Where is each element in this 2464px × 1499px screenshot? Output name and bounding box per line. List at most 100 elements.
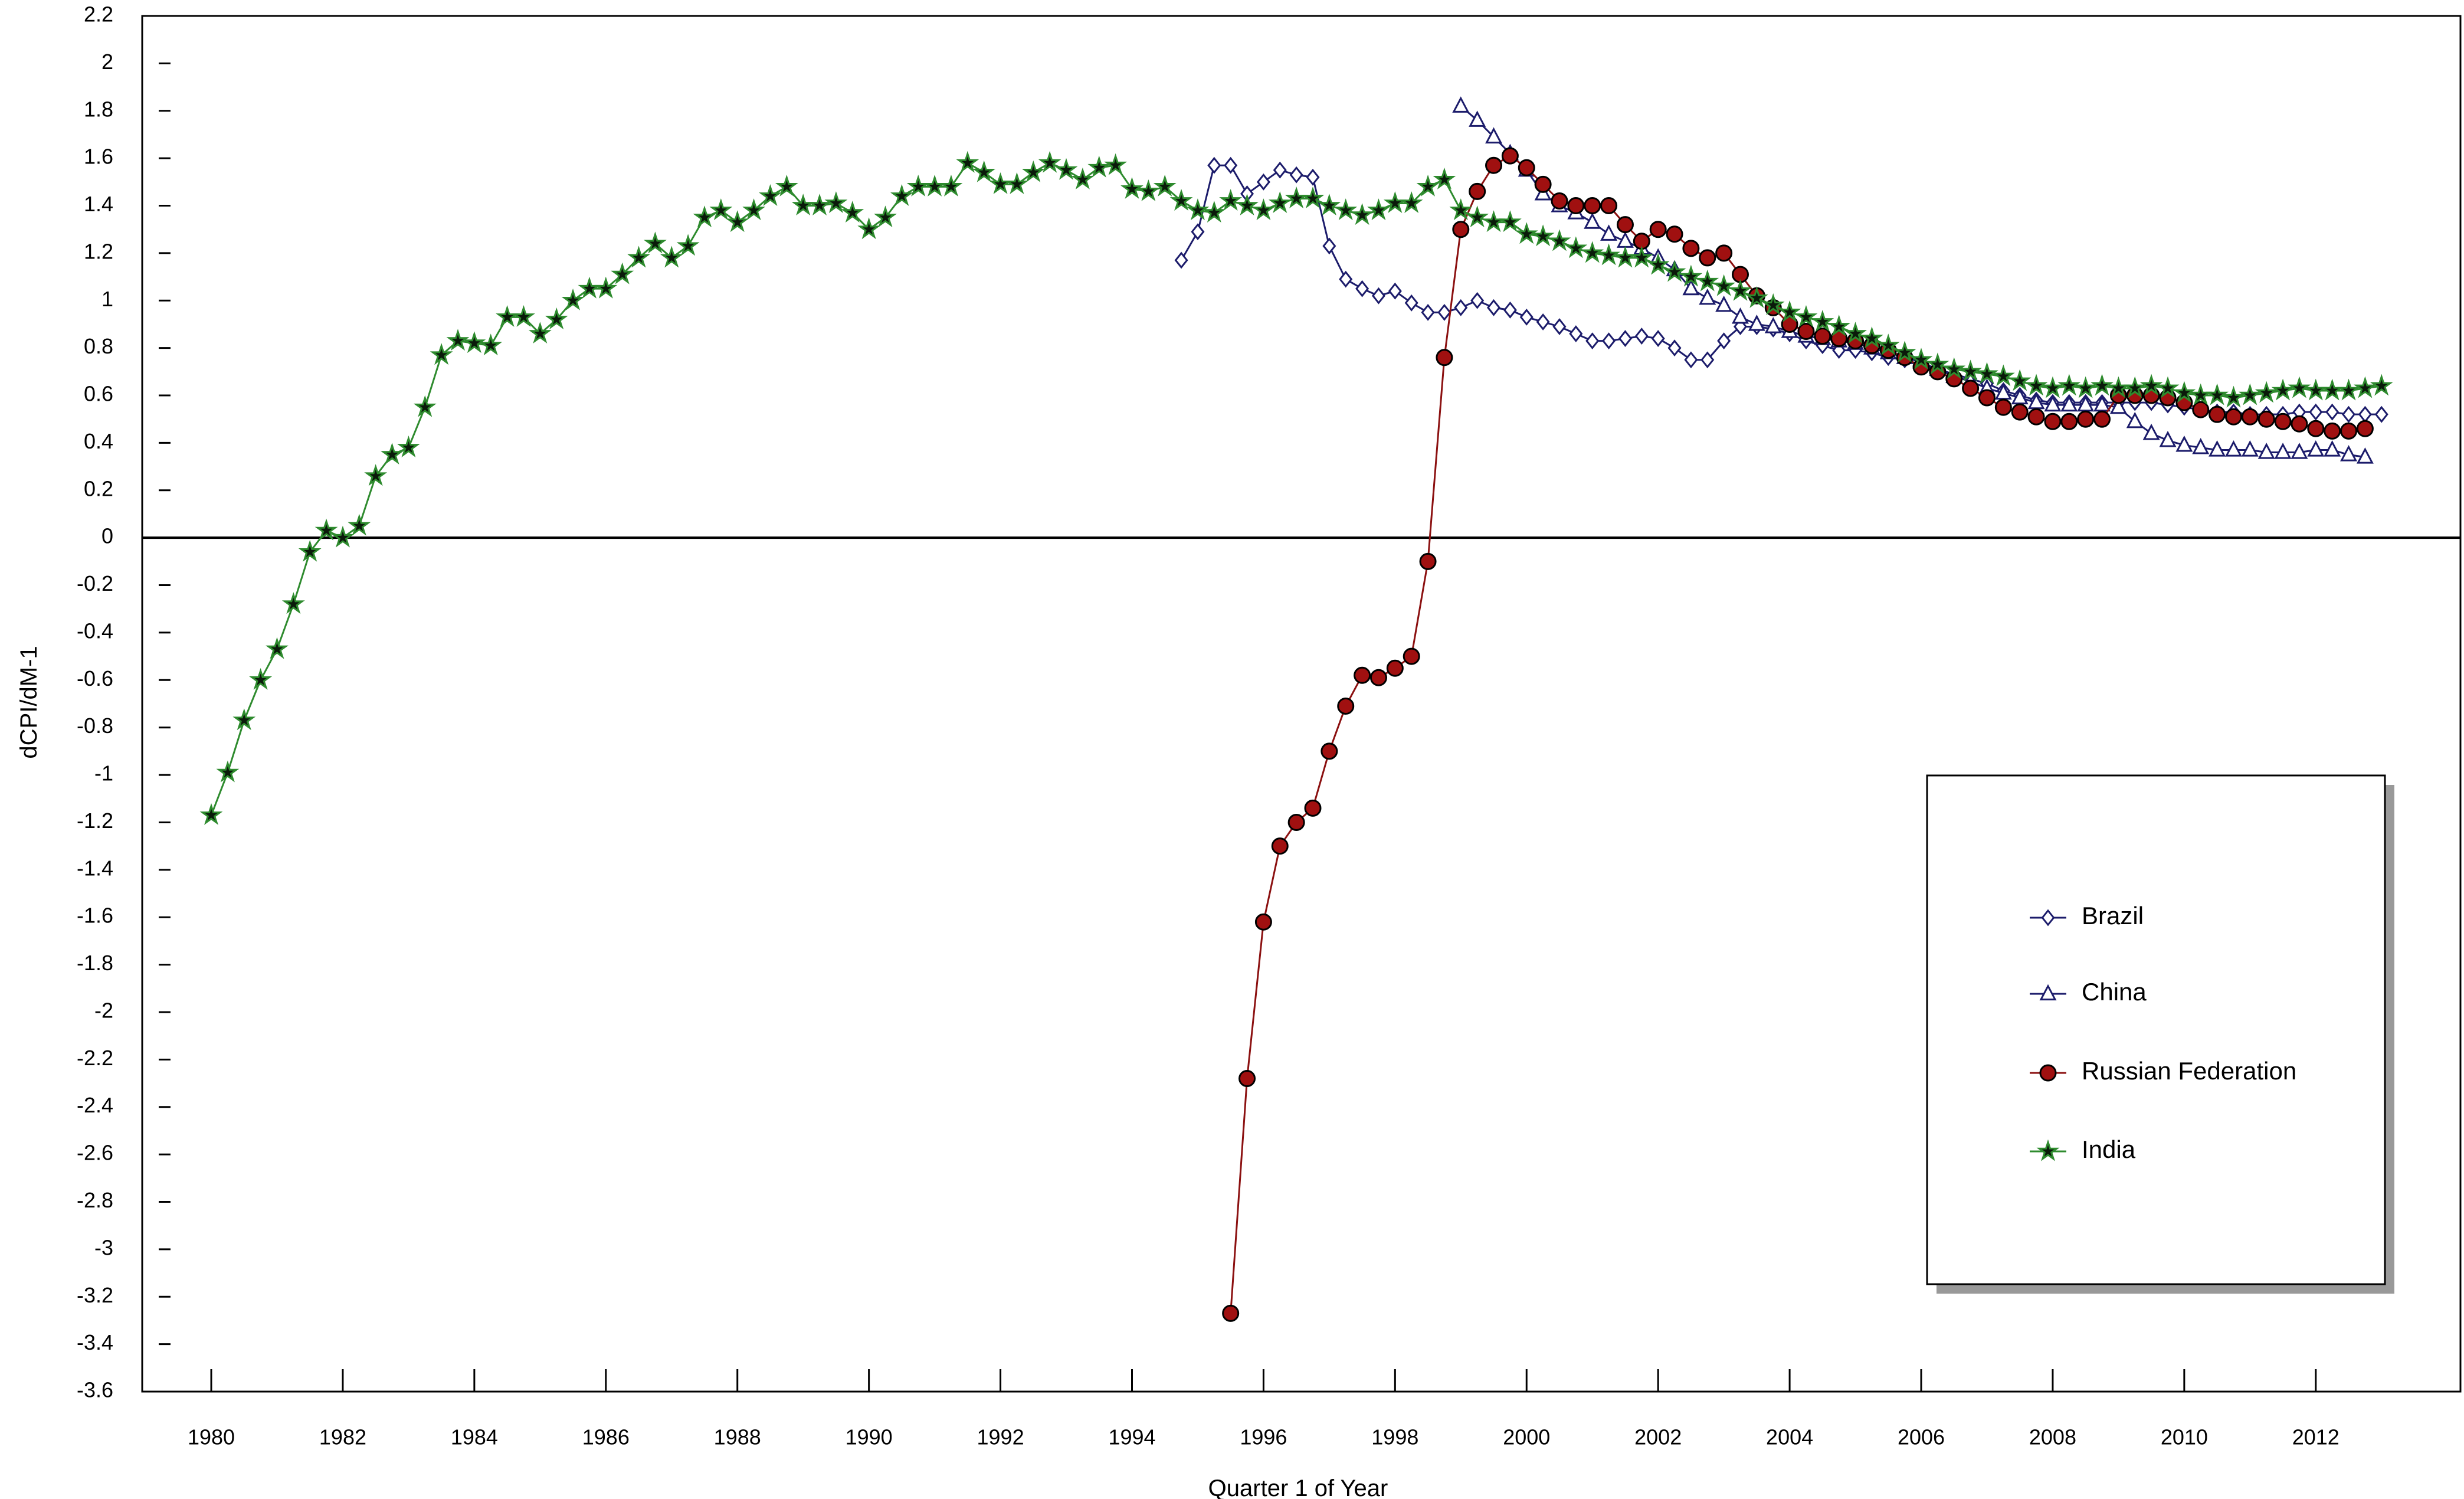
data-point	[1485, 127, 1503, 144]
data-point	[2011, 388, 2029, 405]
data-point	[479, 333, 503, 356]
data-point	[2008, 369, 2032, 391]
data-point	[1748, 315, 1765, 331]
data-point	[1355, 280, 1369, 297]
data-point	[266, 637, 289, 659]
data-point	[1452, 96, 1470, 113]
data-point	[1369, 669, 1387, 686]
data-point	[232, 708, 256, 731]
data-point	[643, 231, 667, 254]
data-point	[2255, 381, 2278, 403]
x-tick-label: 1996	[1240, 1425, 1287, 1449]
data-point	[2324, 440, 2341, 457]
data-point	[1602, 332, 1616, 349]
legend-marker	[2036, 1139, 2060, 1161]
data-point	[808, 194, 831, 216]
data-point	[1552, 318, 1567, 335]
data-point	[2173, 381, 2196, 403]
legend-label: Russian Federation	[2082, 1057, 2296, 1085]
data-point	[1649, 221, 1667, 238]
y-tick-label: -0.2	[77, 571, 113, 595]
data-point	[2159, 430, 2177, 447]
data-point	[1876, 333, 1900, 356]
data-point	[1403, 647, 1420, 665]
data-point	[1498, 210, 1522, 233]
x-tick-label: 2008	[2029, 1425, 2076, 1449]
data-point	[1120, 176, 1143, 199]
data-point	[1054, 158, 1078, 180]
data-point	[2093, 395, 2111, 412]
data-point	[2341, 405, 2356, 423]
data-point	[1600, 224, 1618, 241]
data-point	[2011, 403, 2029, 421]
legend	[1926, 774, 2386, 1285]
data-point	[331, 525, 355, 548]
data-point	[1416, 174, 1440, 197]
data-point	[1630, 246, 1653, 268]
data-point	[1860, 326, 1883, 349]
data-point	[594, 276, 618, 299]
y-tick-label: -0.8	[77, 714, 113, 738]
data-point	[1663, 260, 1686, 282]
data-point	[1322, 237, 1336, 255]
data-point	[972, 160, 996, 182]
data-point	[2238, 383, 2262, 405]
x-tick-label: 2004	[1766, 1425, 1813, 1449]
y-axis-label: dCPI/dM-1	[16, 646, 42, 758]
data-point	[1536, 313, 1550, 330]
data-point	[1926, 352, 1949, 375]
data-point	[1994, 383, 2012, 400]
legend-marker	[2041, 909, 2055, 927]
x-tick-label: 2006	[1898, 1425, 1945, 1449]
data-point	[1794, 305, 1818, 327]
data-point	[2057, 374, 2081, 396]
data-point	[348, 513, 371, 536]
data-point	[512, 305, 535, 327]
y-tick-label: -0.6	[77, 666, 113, 690]
data-point	[1224, 156, 1238, 174]
data-point	[2044, 413, 2062, 430]
data-point	[1487, 299, 1501, 316]
legend-marker	[2039, 984, 2057, 1001]
data-point	[2142, 423, 2160, 440]
data-point	[1975, 362, 1998, 384]
data-point	[1715, 295, 1733, 312]
data-point	[1962, 379, 1980, 397]
data-point	[1814, 328, 1831, 345]
y-tick-label: -2	[94, 998, 113, 1022]
data-point	[660, 246, 683, 268]
data-point	[249, 667, 273, 690]
data-point	[1564, 236, 1588, 258]
data-point	[1449, 198, 1473, 221]
data-point	[1454, 299, 1468, 316]
data-point	[1634, 328, 1649, 345]
data-point	[2257, 410, 2275, 428]
data-point	[1306, 168, 1320, 186]
data-point	[1778, 300, 1801, 322]
y-tick-label: -3	[94, 1235, 113, 1259]
data-point	[2340, 422, 2358, 440]
y-tick-label: -2.2	[77, 1046, 113, 1070]
y-tick-label: -2.4	[77, 1093, 113, 1117]
data-point	[1271, 837, 1289, 855]
data-point	[2041, 376, 2065, 398]
data-point	[281, 592, 305, 614]
data-point	[1202, 201, 1226, 223]
x-tick-label: 1998	[1371, 1425, 1418, 1449]
data-point	[2291, 415, 2308, 433]
data-point	[1207, 156, 1221, 174]
data-point	[1909, 348, 1933, 370]
y-tick-label: -1.8	[77, 951, 113, 975]
y-tick-label: 2.2	[84, 2, 113, 27]
data-point	[2274, 443, 2292, 459]
y-tick-label: -1	[94, 761, 113, 785]
x-tick-label: 1990	[846, 1425, 893, 1449]
data-point	[1646, 253, 1670, 275]
data-point	[2060, 395, 2078, 412]
data-point	[1712, 274, 1736, 296]
data-point	[2209, 405, 2226, 423]
data-point	[2060, 413, 2078, 430]
data-point	[1597, 243, 1620, 266]
